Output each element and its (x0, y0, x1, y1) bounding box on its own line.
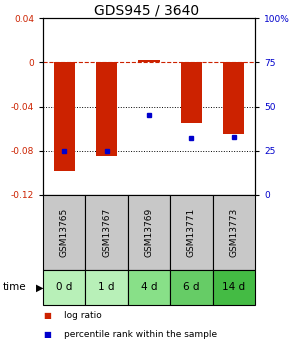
Text: 0 d: 0 d (56, 283, 72, 293)
Bar (85, 195, 128, 270)
Text: GSM13765: GSM13765 (60, 208, 69, 257)
Bar (170, 195, 213, 270)
Text: GSM13771: GSM13771 (187, 208, 196, 257)
Text: 1 d: 1 d (98, 283, 115, 293)
Bar (223, 62, 244, 134)
Text: 14 d: 14 d (222, 283, 245, 293)
Text: 4 d: 4 d (141, 283, 157, 293)
Text: time: time (3, 283, 27, 293)
Bar (128, 195, 170, 270)
Bar (43, 270, 85, 305)
Text: percentile rank within the sample: percentile rank within the sample (64, 331, 217, 339)
Bar (43, 195, 85, 270)
Text: GDS945 / 3640: GDS945 / 3640 (94, 3, 199, 17)
Bar (54, 62, 75, 171)
Bar (128, 270, 170, 305)
Text: ■: ■ (43, 331, 51, 339)
Bar (213, 270, 255, 305)
Bar (170, 270, 213, 305)
Text: log ratio: log ratio (64, 312, 101, 321)
Bar (213, 195, 255, 270)
Text: GSM13767: GSM13767 (102, 208, 111, 257)
Text: 6 d: 6 d (183, 283, 200, 293)
Bar (138, 60, 160, 62)
Text: GSM13773: GSM13773 (229, 208, 238, 257)
Text: ▶: ▶ (36, 283, 43, 293)
Text: ■: ■ (43, 312, 51, 321)
Bar (96, 62, 117, 156)
Bar (85, 270, 128, 305)
Bar (181, 62, 202, 123)
Text: GSM13769: GSM13769 (144, 208, 154, 257)
